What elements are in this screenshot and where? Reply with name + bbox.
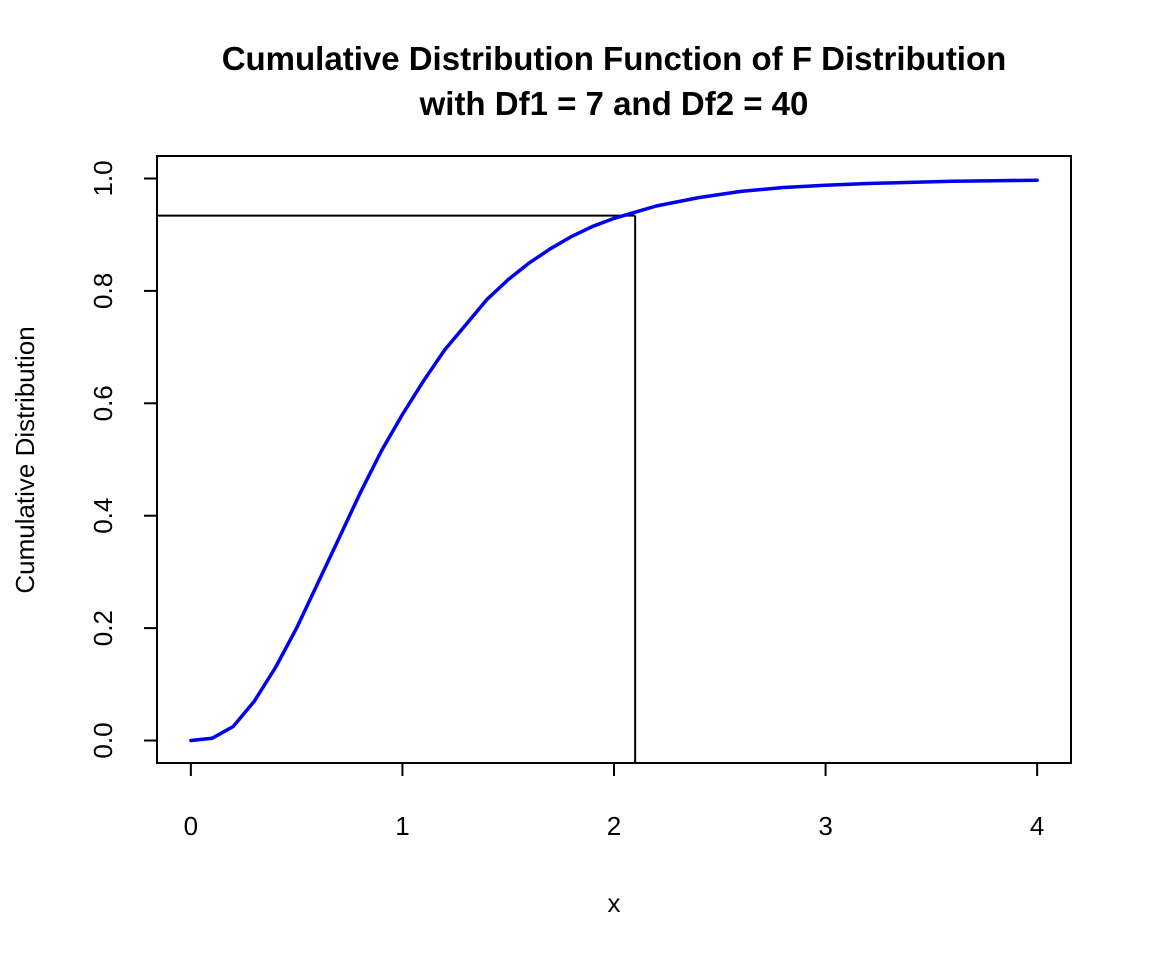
y-tick-label: 0.6 xyxy=(88,385,118,421)
x-tick-label: 2 xyxy=(607,811,621,841)
x-tick-label: 1 xyxy=(395,811,409,841)
chart-title-line1: Cumulative Distribution Function of F Di… xyxy=(222,40,1007,77)
y-tick-label: 0.2 xyxy=(88,610,118,646)
y-axis: 0.0 0.2 0.4 0.6 0.8 1.0 xyxy=(88,160,157,759)
y-axis-label: Cumulative Distribution xyxy=(10,326,40,593)
x-tick-label: 0 xyxy=(184,811,198,841)
cdf-curve-line xyxy=(189,178,1039,743)
y-tick-label: 0.8 xyxy=(88,273,118,309)
x-axis-label: x xyxy=(608,888,621,918)
reference-lines xyxy=(157,214,637,763)
plot-frame xyxy=(156,155,1072,764)
x-axis: 0 1 2 3 4 xyxy=(184,763,1044,841)
y-tick-label: 0.0 xyxy=(88,722,118,758)
series-layer xyxy=(189,178,1039,743)
y-tick-label: 1.0 xyxy=(88,160,118,196)
y-tick-label: 0.4 xyxy=(88,498,118,534)
x-tick-label: 4 xyxy=(1030,811,1044,841)
x-tick-label: 3 xyxy=(818,811,832,841)
chart-title-line2: with Df1 = 7 and Df2 = 40 xyxy=(419,85,809,122)
